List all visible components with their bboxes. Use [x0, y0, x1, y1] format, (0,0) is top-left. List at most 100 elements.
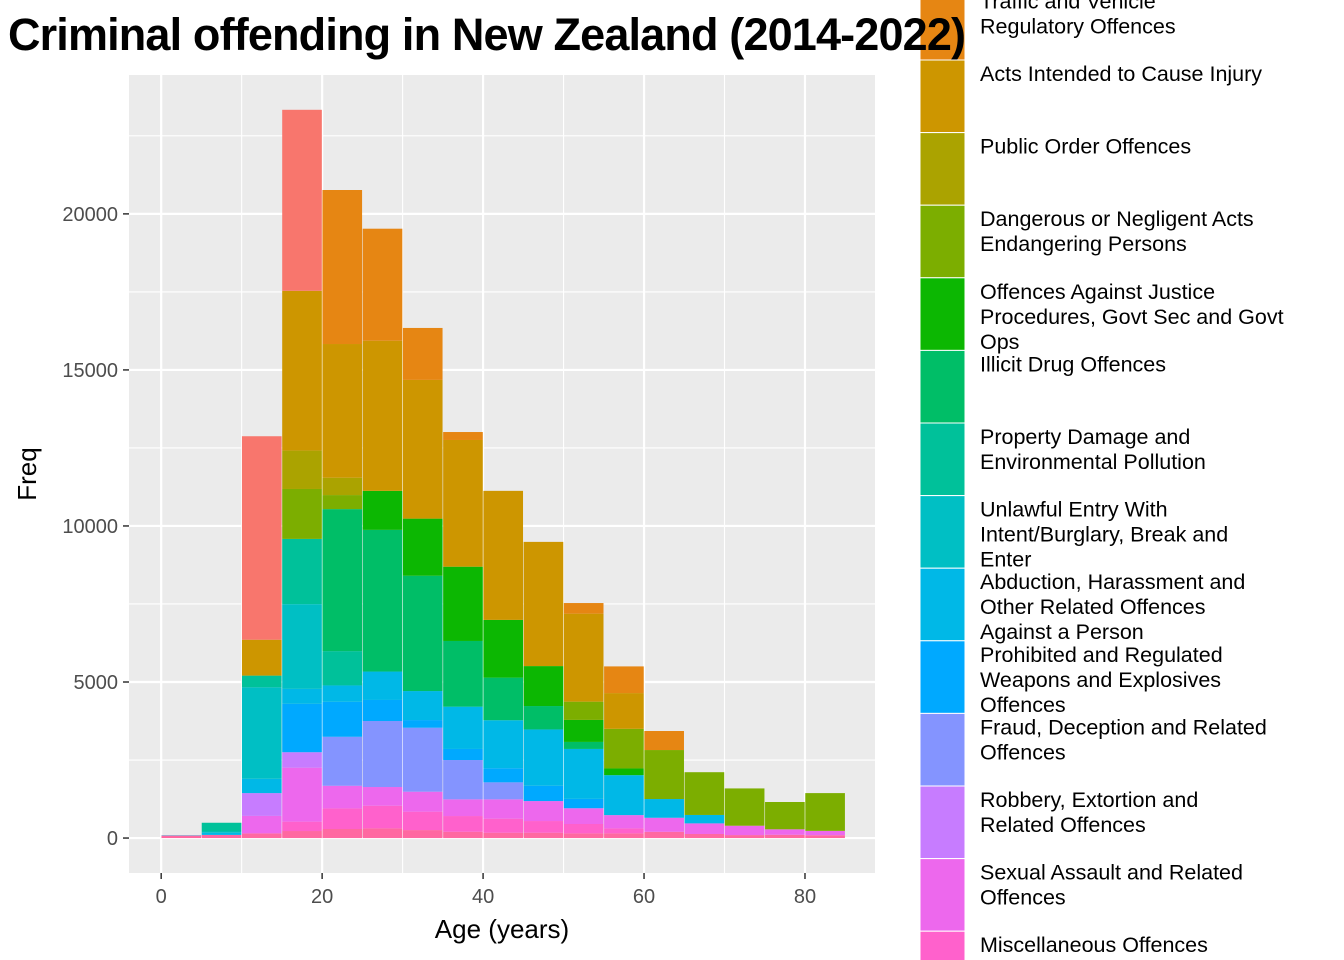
legend-label: Offences [980, 693, 1066, 717]
bar-segment [443, 439, 483, 567]
bar-segment [604, 815, 644, 829]
bar-segment [563, 719, 604, 742]
legend-label: Property Damage and [980, 425, 1190, 449]
legend-key [919, 0, 966, 61]
bar-segment [604, 728, 644, 769]
bar-segment [241, 675, 282, 688]
bar-segment [724, 835, 765, 839]
bar-segment [523, 666, 564, 707]
legend-key [919, 132, 966, 206]
bar-segment [241, 436, 282, 640]
bar-segment [362, 490, 403, 530]
bar-segment [443, 799, 483, 817]
legend-key [919, 712, 966, 787]
bar-segment [523, 706, 564, 730]
bar-segment [483, 677, 524, 721]
bar-segment [443, 760, 483, 800]
legend-label: Regulatory Offences [980, 14, 1176, 38]
bar-segment [604, 693, 644, 729]
bar-segment [563, 613, 604, 702]
legend-item: Miscellaneous Offences [919, 930, 1208, 960]
bar-segment [282, 290, 322, 451]
legend-label: Ops [980, 330, 1019, 354]
y-tick-label: 0 [107, 828, 118, 850]
bar-segment [604, 833, 644, 839]
bar-segment [282, 488, 322, 539]
bar-segment [282, 604, 322, 689]
bar-segment [443, 640, 483, 707]
bar-segment [765, 834, 805, 839]
bar-segment [322, 477, 363, 496]
bar-segment [322, 651, 363, 686]
bar-segment [443, 816, 483, 832]
bar-segment [765, 829, 805, 835]
legend-item: Illicit Drug Offences [919, 349, 1166, 424]
legend-key [919, 349, 966, 424]
legend-label: Abduction, Harassment and [980, 570, 1245, 594]
bar-segment [684, 823, 725, 834]
x-tick-label: 20 [311, 886, 333, 908]
legend-item: Public Order Offences [919, 132, 1191, 206]
bar-segment [604, 768, 644, 776]
bar-segment [322, 701, 363, 737]
bar-segment [362, 721, 403, 788]
bar-segment [362, 787, 403, 806]
bar-segment [724, 825, 765, 836]
legend-key [919, 567, 966, 642]
bar-segment [201, 832, 242, 835]
legend-label: Public Order Offences [980, 135, 1191, 159]
bar-segment [322, 828, 363, 839]
bar-segment [563, 808, 604, 825]
legend-key [919, 59, 966, 134]
bar-segment [724, 788, 765, 826]
bar-segment [443, 748, 483, 761]
bar-segment [402, 575, 443, 692]
legend-label: Fraud, Deception and Related [980, 715, 1267, 739]
bar-segment [241, 639, 282, 676]
bar-segment [282, 450, 322, 489]
bar-segment [402, 727, 443, 792]
legend-key [919, 204, 966, 279]
bar-segment [523, 785, 564, 802]
bar-segment [241, 833, 282, 839]
bar-segment [563, 603, 604, 614]
legend-label: Prohibited and Regulated [980, 643, 1223, 667]
legend-label: Endangering Persons [980, 232, 1187, 256]
bar-segment [604, 775, 644, 816]
bar-segment [362, 228, 403, 341]
legend-label: Offences [980, 740, 1066, 764]
legend-key [919, 277, 966, 351]
y-tick-label: 15000 [62, 360, 118, 382]
bar-segment [563, 741, 604, 749]
bar-segment [443, 432, 483, 440]
bar-segment [241, 687, 282, 779]
bar-segment [362, 699, 403, 722]
bar-segment [443, 706, 483, 749]
bar-segment [483, 720, 524, 769]
bar-segment [563, 798, 604, 809]
legend-key [919, 422, 966, 497]
bar-segment [684, 814, 725, 824]
bar-segment [684, 772, 725, 815]
bar-segment [483, 799, 524, 819]
bar-segment [282, 703, 322, 753]
bar-segment [402, 691, 443, 721]
bar-segment [805, 830, 845, 836]
bar-segment [201, 822, 242, 832]
x-tick-label: 40 [472, 886, 494, 908]
bar-segment [523, 801, 564, 822]
bar-segment [322, 785, 363, 809]
bar-segment [282, 821, 322, 832]
legend-label: Offences Against Justice [980, 280, 1215, 304]
bar-segment [241, 815, 282, 834]
legend-key [919, 640, 966, 714]
bar-segment [523, 729, 564, 786]
